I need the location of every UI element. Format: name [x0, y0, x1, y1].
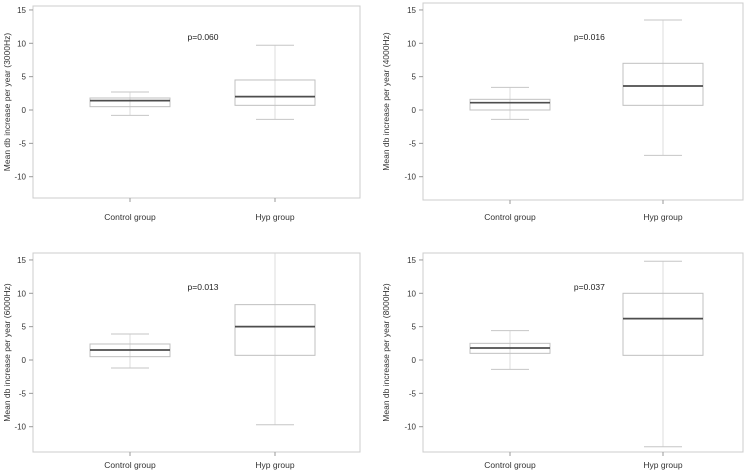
iqr-box-control-group: [469, 98, 551, 111]
p-value-label: p=0.016: [574, 32, 605, 42]
y-tick-label: 15: [17, 256, 26, 265]
panel-6000hz: -10 -5 0 5 10 15 Mean db increase per year (60…: [0, 237, 375, 474]
x-category-label: Control group: [104, 460, 156, 470]
y-tick-label: 0: [22, 356, 27, 365]
iqr-box-control-group: [89, 97, 171, 108]
panel-3000hz: -10 -5 0 5 10 15 Mean db increase per year (30…: [0, 0, 375, 237]
p-value-label: p=0.013: [188, 282, 219, 292]
y-tick-label: -5: [19, 389, 27, 398]
y-tick-label: -5: [409, 139, 417, 148]
y-axis-title: Mean db increase per year (3000Hz): [2, 33, 12, 172]
y-tick-label: 5: [22, 73, 27, 82]
panel-4000hz: -10 -5 0 5 10 15 Mean db increase per year (40…: [375, 0, 750, 237]
y-axis-title: Mean db increase per year (8000Hz): [381, 283, 391, 422]
panel-8000hz: -10 -5 0 5 10 15 Mean db increase per year (80…: [375, 237, 750, 474]
x-category-label: Hyp group: [255, 212, 294, 222]
p-value-label: p=0.037: [574, 282, 605, 292]
y-tick-label: -10: [14, 423, 26, 432]
plot-frame: [422, 252, 744, 453]
iqr-box-hyp-group: [622, 292, 704, 356]
y-tick-label: 15: [17, 6, 26, 15]
y-tick-label: 15: [407, 6, 416, 15]
y-tick-label: 5: [22, 323, 27, 332]
plot-frame: [32, 252, 361, 453]
x-category-label: Hyp group: [643, 460, 682, 470]
y-tick-label: 15: [407, 256, 416, 265]
y-tick-label: -5: [19, 139, 27, 148]
boxplot-canvas-3000hz: -10 -5 0 5 10 15 Mean db increase per year (30…: [2, 5, 361, 222]
boxplot-canvas-4000hz: -10 -5 0 5 10 15 Mean db increase per year (40…: [381, 2, 744, 222]
x-category-label: Control group: [484, 212, 536, 222]
y-tick-label: 0: [412, 106, 417, 115]
plot-frame: [422, 2, 744, 201]
y-axis-title: Mean db increase per year (6000Hz): [2, 283, 12, 422]
y-tick-label: 0: [22, 106, 27, 115]
y-tick-label: -10: [14, 173, 26, 182]
boxplot-canvas-6000hz: -10 -5 0 5 10 15 Mean db increase per year (60…: [2, 252, 361, 470]
y-tick-label: -10: [404, 423, 416, 432]
iqr-box-hyp-group: [234, 79, 316, 106]
y-tick-label: 10: [17, 289, 26, 298]
x-category-label: Hyp group: [255, 460, 294, 470]
y-tick-label: -5: [409, 389, 417, 398]
x-category-label: Hyp group: [643, 212, 682, 222]
plot-frame: [32, 5, 361, 199]
y-tick-label: 10: [407, 289, 416, 298]
y-axis-title: Mean db increase per year (4000Hz): [381, 32, 391, 171]
x-category-label: Control group: [104, 212, 156, 222]
iqr-box-hyp-group: [622, 62, 704, 106]
y-tick-label: 5: [412, 73, 417, 82]
y-tick-label: 5: [412, 323, 417, 332]
p-value-label: p=0.060: [188, 32, 219, 42]
iqr-box-hyp-group: [234, 304, 316, 356]
boxplot-canvas-8000hz: -10 -5 0 5 10 15 Mean db increase per year (80…: [381, 252, 744, 470]
y-tick-label: 0: [412, 356, 417, 365]
y-tick-label: 10: [407, 39, 416, 48]
x-category-label: Control group: [484, 460, 536, 470]
y-tick-label: 10: [17, 39, 26, 48]
y-tick-label: -10: [404, 173, 416, 182]
